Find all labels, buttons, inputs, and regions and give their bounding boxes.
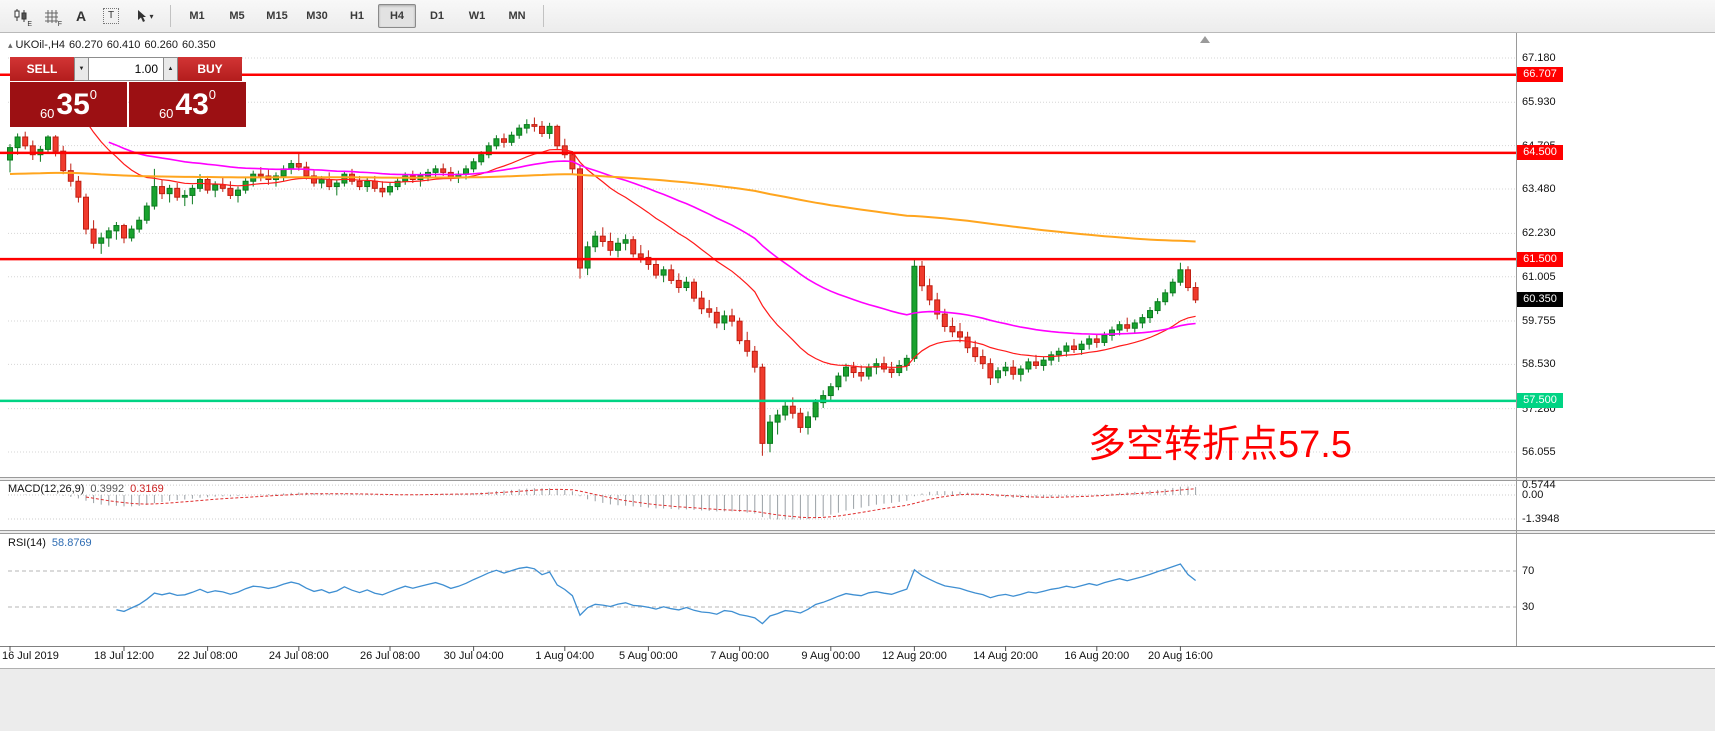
font-icon[interactable]: A: [75, 8, 87, 24]
chart-annotation-text: 多空转折点57.5: [1088, 424, 1352, 466]
macd-indicator-label: MACD(12,26,9) 0.3992 0.3169: [8, 483, 164, 495]
timeframe-button-m1[interactable]: M1: [189, 10, 205, 22]
ohlc-low: 60.260: [144, 39, 179, 51]
macd-signal-line: [85, 488, 1196, 519]
symbol-header: ▴ UKOil-,H4 60.270 60.410 60.260 60.350: [8, 39, 220, 51]
sell-price-big: 35: [56, 87, 90, 121]
sell-price-sup: 0: [89, 87, 98, 102]
ma-fast-line: [70, 101, 1196, 369]
ohlc-high: 60.410: [106, 39, 141, 51]
chart-window[interactable]: 67.180 65.930 64.705 63.480 62.230 61.005 59.7…: [0, 33, 1715, 668]
symbol-name: UKOil-,H4: [15, 39, 66, 51]
ma-mid-line: [108, 141, 1196, 336]
timeframe-button-h4[interactable]: H4: [378, 4, 416, 28]
timeframe-button-m5[interactable]: M5: [229, 10, 245, 22]
buy-price-display[interactable]: 60 43 0: [129, 82, 246, 127]
buy-price-big: 43: [175, 87, 209, 121]
macd-value-main: 0.3992: [90, 483, 125, 495]
rsi-value: 58.8769: [51, 537, 92, 549]
timeframe-button-d1[interactable]: D1: [429, 10, 445, 22]
one-click-trading-panel: SELL ▼ ▲ BUY 60 35 0 60 43 0: [10, 57, 246, 127]
toolbar: E F A T ▾ M1 M5 M15 M30 H1 H4 D1 W1 MN: [0, 0, 1715, 33]
timeframe-button-w1[interactable]: W1: [468, 10, 486, 22]
grid-icon[interactable]: F: [37, 3, 65, 29]
rsi-indicator-label: RSI(14) 58.8769: [8, 537, 92, 549]
ohlc-open: 60.270: [69, 39, 103, 51]
text-label-icon[interactable]: T: [97, 3, 125, 29]
bottom-strip: [0, 668, 1715, 731]
candles-layer: [7, 117, 1199, 456]
toolbar-separator: [543, 5, 544, 27]
candlestick-chart-icon[interactable]: E: [7, 3, 35, 29]
rsi-line: [116, 563, 1197, 625]
buy-price-prefix: 60: [158, 106, 174, 121]
buy-button[interactable]: BUY: [178, 57, 242, 81]
ohlc-close: 60.350: [182, 39, 216, 51]
sell-price-display[interactable]: 60 35 0: [10, 82, 127, 127]
one-click-toggle-icon[interactable]: ▴: [8, 40, 13, 50]
timeframe-button-m15[interactable]: M15: [266, 10, 288, 22]
macd-value-signal: 0.3169: [130, 483, 164, 495]
volume-decrement-button[interactable]: ▼: [74, 57, 89, 81]
cursor-icon[interactable]: ▾: [127, 3, 163, 29]
timeframe-button-mn[interactable]: MN: [508, 10, 526, 22]
buy-price-sup: 0: [208, 87, 217, 102]
macd-histogram: [24, 486, 1197, 520]
chart-shift-marker-icon: [1200, 36, 1210, 43]
rsi-name: RSI(14): [8, 537, 46, 549]
main-chart-svg[interactable]: [0, 33, 1715, 668]
timeframe-button-m30[interactable]: M30: [306, 10, 328, 22]
timeframe-button-h1[interactable]: H1: [349, 10, 365, 22]
macd-name: MACD(12,26,9): [8, 483, 85, 495]
ma-slow-line: [9, 171, 1196, 243]
sell-price-prefix: 60: [39, 106, 55, 121]
volume-increment-button[interactable]: ▲: [163, 57, 178, 81]
toolbar-separator: [170, 5, 171, 27]
sell-button[interactable]: SELL: [10, 57, 74, 81]
volume-input[interactable]: [89, 57, 163, 81]
